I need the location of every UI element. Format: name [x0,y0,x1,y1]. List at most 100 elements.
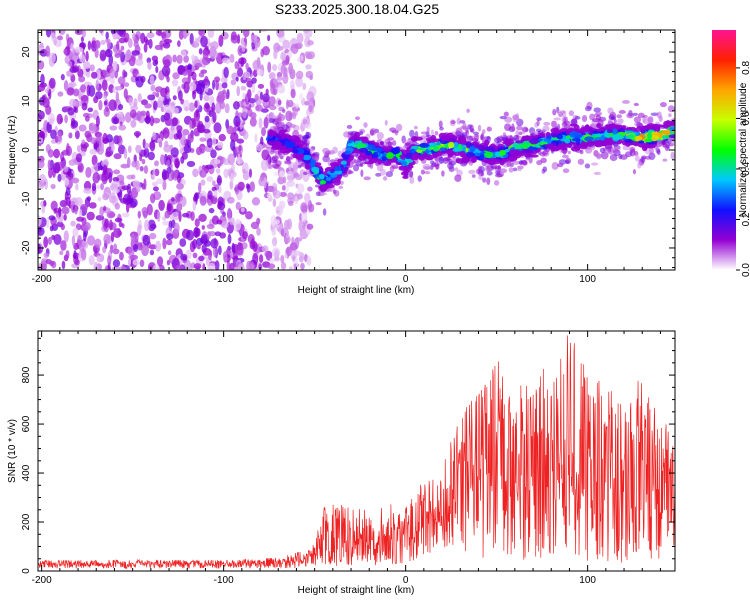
ridge-halo [502,132,507,137]
noise-speckle [210,149,217,159]
noise-speckle [276,30,285,38]
noise-speckle [132,259,140,266]
ridge-halo [562,168,570,174]
ridge-blob [556,134,563,140]
noise-speckle [71,235,76,247]
noise-speckle [245,62,249,71]
noise-speckle [63,80,69,92]
ridge-halo [542,125,550,132]
ridge-halo [322,147,330,155]
noise-speckle [291,112,297,120]
ridge-blob [668,134,675,139]
noise-speckle [108,54,114,66]
noise-speckle [50,183,56,190]
noise-speckle [172,54,177,63]
noise-speckle [194,62,203,68]
noise-speckle [60,240,67,251]
noise-speckle [71,65,80,73]
noise-speckle [102,132,108,144]
ridge-halo [424,170,431,175]
ridge-halo [426,126,430,134]
noise-speckle [101,160,109,168]
noise-speckle [76,216,84,222]
noise-speckle [269,257,275,264]
noise-speckle [200,69,208,74]
ridge-blob [633,141,640,147]
noise-speckle [75,153,82,163]
ridge-halo [512,167,518,172]
noise-speckle [152,186,159,192]
ridge-halo [657,149,661,156]
noise-speckle [242,106,248,119]
ridge-halo [553,117,561,121]
noise-speckle [190,211,195,222]
noise-speckle [259,254,264,264]
ridge-halo [409,176,415,184]
noise-speckle [108,195,117,204]
noise-speckle [169,144,174,150]
noise-speckle [152,131,157,141]
ridge-halo [384,120,388,126]
noise-speckle [237,263,245,270]
noise-speckle [82,231,87,242]
noise-speckle [156,178,164,185]
noise-speckle [154,168,160,177]
noise-speckle [108,172,113,184]
noise-speckle [139,259,145,268]
ridge-blob [645,145,656,149]
noise-speckle [102,246,107,254]
ridge-halo [609,153,618,162]
noise-speckle [70,201,76,206]
noise-speckle [149,75,155,85]
noise-speckle [203,94,210,102]
ridge-halo [466,135,473,143]
noise-speckle [92,172,100,184]
noise-speckle [81,102,88,111]
ridge-halo [473,134,480,138]
noise-speckle [306,91,315,103]
noise-speckle [116,40,120,51]
noise-speckle [277,176,285,185]
noise-speckle [252,253,259,265]
ridge-blob [466,143,471,149]
ridge-halo [322,155,330,163]
noise-speckle [301,210,308,223]
noise-speckle [254,38,261,49]
noise-speckle [271,228,277,237]
ridge-halo [522,160,528,166]
noise-speckle [182,128,190,136]
noise-speckle [170,147,179,158]
noise-speckle [104,218,110,229]
noise-speckle [133,41,139,48]
noise-speckle [134,58,144,66]
noise-speckle [240,207,245,213]
ridge-halo [442,157,450,164]
noise-speckle [308,104,313,113]
ridge-blob [624,138,633,143]
snr-y-axis-label: SNR (10 * v/v) [7,419,18,483]
noise-speckle [158,264,165,270]
noise-speckle [299,229,309,240]
ridge-blob [611,128,618,135]
ridge-halo [536,119,540,127]
noise-speckle [166,159,171,168]
noise-speckle [116,30,125,36]
noise-speckle [183,144,192,154]
noise-speckle [76,145,81,153]
noise-speckle [99,49,107,61]
ridge-halo [382,176,388,181]
noise-speckle [96,184,101,190]
noise-speckle [245,211,253,220]
noise-speckle [124,112,132,123]
noise-speckle [272,190,281,199]
noise-speckle [46,121,52,134]
noise-speckle [256,69,264,76]
noise-speckle [304,100,310,106]
ridge-blob [432,152,439,158]
noise-speckle [225,92,229,100]
noise-speckle [67,60,73,67]
ridge-halo [315,191,321,197]
noise-speckle [229,53,235,63]
ridge-halo [634,155,640,162]
noise-speckle [120,163,129,169]
